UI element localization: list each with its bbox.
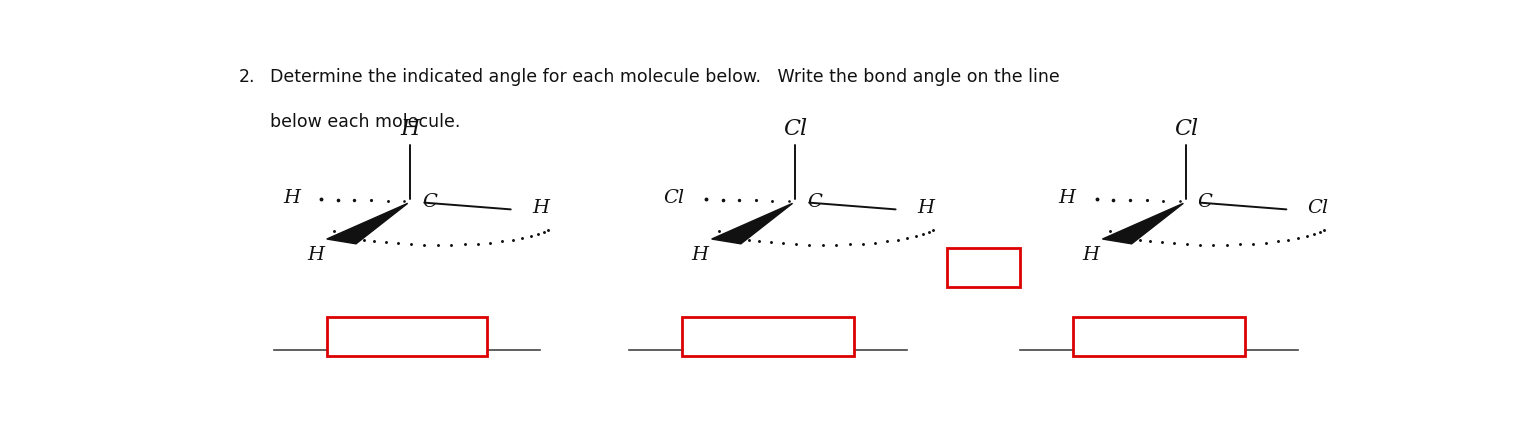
Text: below each molecule.: below each molecule.: [270, 113, 461, 131]
Polygon shape: [327, 203, 408, 244]
Text: Cl: Cl: [1174, 118, 1198, 140]
Bar: [946, 248, 1021, 287]
Text: H: H: [917, 199, 934, 217]
Bar: [327, 317, 487, 356]
Text: H: H: [692, 247, 709, 265]
Text: H: H: [400, 118, 420, 140]
Polygon shape: [1102, 203, 1183, 244]
Text: 2.: 2.: [238, 68, 255, 86]
Bar: [1073, 317, 1245, 356]
Text: C: C: [422, 193, 437, 211]
Text: H: H: [1059, 189, 1076, 207]
Text: H: H: [307, 247, 324, 265]
Polygon shape: [712, 203, 793, 244]
Text: C: C: [1198, 193, 1212, 211]
Text: C: C: [807, 193, 822, 211]
Text: Cl: Cl: [663, 189, 685, 207]
Bar: [683, 317, 854, 356]
Text: H: H: [283, 189, 299, 207]
Text: H: H: [532, 199, 549, 217]
Text: Cl: Cl: [1308, 199, 1329, 217]
Text: Cl: Cl: [782, 118, 807, 140]
Text: Determine the indicated angle for each molecule below.   Write the bond angle on: Determine the indicated angle for each m…: [270, 68, 1060, 86]
Text: H: H: [1082, 247, 1100, 265]
